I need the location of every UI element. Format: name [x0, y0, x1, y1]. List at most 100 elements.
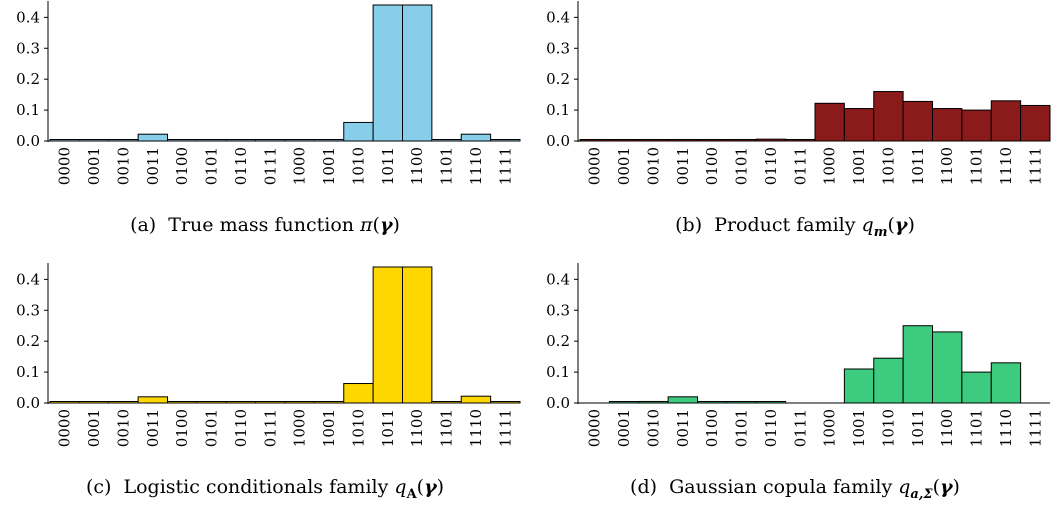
chart-c: 0.0 0.1 0.2 0.3 0.4 0000 0001 0010 0011 0100 0101 0… [16, 263, 521, 447]
bar-1001 [313, 139, 345, 142]
bar-1101 [431, 401, 462, 404]
bar-1101 [431, 139, 462, 142]
x-tick-label: 0001 [85, 147, 103, 185]
x-tick-label: 1101 [968, 147, 986, 185]
y-tick-label: 0.1 [16, 101, 40, 119]
panel-b: 0.0 0.1 0.2 0.3 0.4 0000 0001 0010 0011 0100 0101 0… [530, 0, 1060, 240]
x-tick-label: 1111 [496, 409, 514, 447]
bar-1111 [490, 139, 521, 142]
x-tick-label: 0010 [644, 147, 662, 185]
x-tick-label: 1101 [438, 147, 456, 185]
bar-0001 [78, 139, 110, 142]
x-tick-label: 1000 [291, 147, 309, 185]
y-tick-label: 0.2 [546, 70, 570, 88]
y-tick-label: 0.2 [16, 332, 40, 350]
x-tick-label: 1011 [379, 409, 397, 447]
x-tick-label: 0000 [56, 409, 74, 447]
bar-1011 [372, 266, 403, 404]
bar-0010 [108, 139, 139, 142]
y-tick-label: 0.4 [16, 270, 40, 288]
bar-0110 [755, 401, 787, 404]
x-tick-label: 0011 [674, 147, 692, 185]
x-tick-label: 0100 [703, 147, 721, 185]
x-tick-label: 0110 [232, 409, 250, 447]
caption-d: (d) Gaussian copula family qa,Σ(γ) [630, 476, 960, 502]
bar-0000 [49, 139, 80, 142]
x-tick-label: 0011 [674, 409, 692, 447]
x-tick-label: 0101 [203, 147, 221, 185]
bar-0111 [785, 139, 816, 142]
bar-1010 [343, 121, 374, 142]
bar-1011 [902, 100, 933, 142]
y-tick-label: 0.0 [546, 394, 570, 412]
caption-a: (a) True mass function π(γ) [130, 214, 400, 236]
x-tick-label: 0001 [85, 409, 103, 447]
x-tick-label: 1110 [997, 409, 1015, 447]
x-tick-label: 0110 [762, 409, 780, 447]
caption-math-c: qA(γ) [394, 476, 445, 502]
x-tick-label: 0101 [733, 147, 751, 185]
caption-b: (b) Product family qm(γ) [675, 214, 915, 240]
x-tick-label: 0010 [114, 147, 132, 185]
y-tick-label: 0.0 [16, 132, 40, 150]
bar-0100 [167, 139, 198, 142]
bar-0010 [108, 401, 139, 404]
x-tick-label: 1111 [1026, 409, 1044, 447]
caption-math-d: qa,Σ(γ) [898, 476, 960, 502]
x-tick-label: 0101 [203, 409, 221, 447]
bar-1001 [313, 401, 345, 404]
chart-d: 0.0 0.1 0.2 0.3 0.4 0000 0001 0010 0011 0100 0101 0… [546, 263, 1050, 447]
x-tick-label: 0000 [586, 409, 604, 447]
x-tick-label: 0101 [733, 409, 751, 447]
x-tick-label: 0111 [791, 147, 809, 185]
bar-1000 [284, 139, 315, 142]
bar-1110 [460, 395, 492, 404]
y-tick-label: 0.1 [16, 363, 40, 381]
bar-1010 [873, 357, 904, 404]
bar-0000 [579, 139, 610, 142]
x-tick-label: 0110 [232, 147, 250, 185]
bar-1110 [460, 133, 492, 142]
caption-c: (c) Logistic conditionals family qA(γ) [85, 476, 445, 502]
x-tick-label: 1100 [408, 409, 426, 447]
x-tick-label: 1110 [467, 409, 485, 447]
y-tick-label: 0.4 [546, 270, 570, 288]
bar-0100 [697, 401, 728, 404]
bar-1001 [843, 108, 875, 142]
bar-1110 [990, 362, 1022, 404]
x-tick-label: 1000 [291, 409, 309, 447]
x-tick-label: 0100 [173, 409, 191, 447]
x-tick-label: 1100 [938, 147, 956, 185]
y-tick-label: 0.0 [16, 394, 40, 412]
bar-1100 [932, 331, 963, 404]
caption-math-a: π(γ) [360, 214, 400, 236]
bar-1100 [402, 4, 433, 142]
x-tick-label: 1001 [850, 409, 868, 447]
x-tick-label: 0111 [261, 147, 279, 185]
y-tick-label: 0.1 [546, 363, 570, 381]
bar-1100 [402, 266, 433, 404]
y-tick-label: 0.0 [546, 132, 570, 150]
bar-0001 [78, 401, 110, 404]
x-tick-label: 0000 [56, 147, 74, 185]
x-tick-label: 0001 [615, 409, 633, 447]
x-tick-label: 1100 [408, 147, 426, 185]
bar-0111 [255, 401, 286, 404]
bar-0000 [49, 401, 80, 404]
bar-0110 [225, 139, 257, 142]
x-tick-label: 1010 [349, 409, 367, 447]
bar-1110 [990, 100, 1022, 142]
x-tick-label: 1011 [909, 409, 927, 447]
bar-0101 [196, 401, 227, 404]
x-tick-label: 0111 [791, 409, 809, 447]
bar-1010 [873, 91, 904, 142]
y-tick-label: 0.4 [546, 8, 570, 26]
x-tick-label: 0010 [644, 409, 662, 447]
bar-1101 [961, 109, 992, 142]
y-tick-label: 0.4 [16, 8, 40, 26]
bar-0011 [137, 396, 168, 404]
x-tick-label: 1110 [467, 147, 485, 185]
bar-0100 [167, 401, 198, 404]
panel-d: 0.0 0.1 0.2 0.3 0.4 0000 0001 0010 0011 0100 0101 0… [530, 262, 1060, 502]
x-tick-label: 1011 [909, 147, 927, 185]
